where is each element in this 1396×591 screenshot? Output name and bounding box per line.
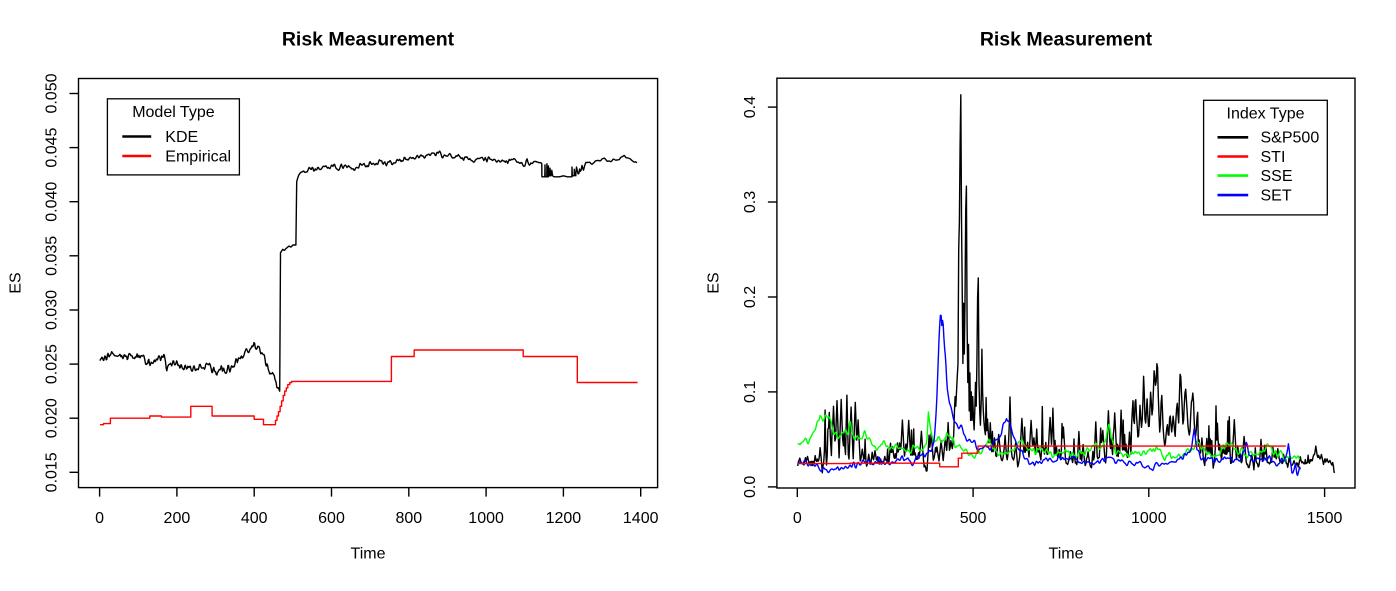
svg-text:S&P500: S&P500 — [1261, 130, 1320, 147]
svg-text:Model Type: Model Type — [132, 104, 215, 121]
svg-text:1400: 1400 — [623, 510, 659, 527]
svg-text:Time: Time — [351, 546, 386, 563]
svg-text:600: 600 — [318, 510, 345, 527]
svg-text:0.050: 0.050 — [43, 73, 60, 113]
svg-text:0.015: 0.015 — [43, 452, 60, 492]
svg-text:STI: STI — [1261, 149, 1286, 166]
svg-text:500: 500 — [960, 510, 987, 527]
svg-text:400: 400 — [241, 510, 268, 527]
svg-text:Risk Measurement: Risk Measurement — [980, 29, 1153, 51]
svg-text:0.045: 0.045 — [43, 127, 60, 167]
svg-text:ES: ES — [8, 272, 25, 293]
svg-text:0.2: 0.2 — [742, 286, 759, 308]
svg-text:Time: Time — [1049, 546, 1084, 563]
svg-text:Empirical: Empirical — [165, 148, 231, 165]
svg-text:0.035: 0.035 — [43, 236, 60, 276]
svg-text:1200: 1200 — [546, 510, 582, 527]
svg-text:0: 0 — [793, 510, 802, 527]
svg-text:0.020: 0.020 — [43, 398, 60, 438]
svg-text:1000: 1000 — [468, 510, 504, 527]
svg-text:1000: 1000 — [1131, 510, 1167, 527]
svg-text:0.0: 0.0 — [742, 476, 759, 498]
svg-text:0: 0 — [95, 510, 104, 527]
svg-text:0.030: 0.030 — [43, 290, 60, 330]
svg-text:Index Type: Index Type — [1227, 105, 1305, 122]
svg-text:SET: SET — [1261, 187, 1292, 204]
svg-text:1500: 1500 — [1307, 510, 1343, 527]
svg-text:ES: ES — [706, 272, 723, 293]
svg-text:SSE: SSE — [1261, 168, 1293, 185]
svg-text:Risk Measurement: Risk Measurement — [282, 29, 455, 51]
svg-text:KDE: KDE — [165, 129, 198, 146]
svg-text:200: 200 — [164, 510, 191, 527]
svg-text:0.1: 0.1 — [742, 381, 759, 403]
svg-text:0.040: 0.040 — [43, 182, 60, 222]
svg-text:0.4: 0.4 — [742, 96, 759, 118]
svg-text:0.025: 0.025 — [43, 344, 60, 384]
svg-text:0.3: 0.3 — [742, 191, 759, 213]
svg-text:800: 800 — [395, 510, 422, 527]
